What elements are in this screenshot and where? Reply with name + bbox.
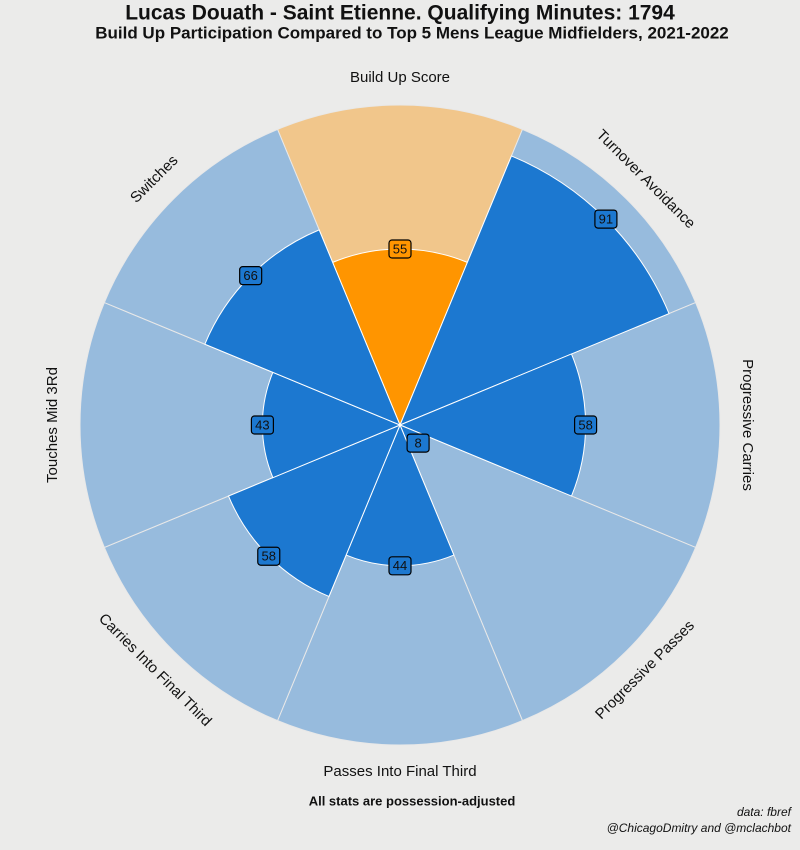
value-label: 58 <box>257 546 281 566</box>
value-box <box>239 266 263 286</box>
value-text: 91 <box>599 212 613 227</box>
category-label: Passes Into Final Third <box>323 763 476 780</box>
value-label: 43 <box>250 415 274 435</box>
category-label: Touches Mid 3Rd <box>44 367 61 483</box>
annotation: data: fbref <box>737 805 793 819</box>
category-label: Progressive Carries <box>739 359 756 491</box>
value-label: 8 <box>406 433 430 453</box>
value-box <box>594 209 618 229</box>
background-slice <box>79 301 402 549</box>
value-text: 43 <box>255 417 269 432</box>
background-slice <box>276 423 524 746</box>
value-box <box>573 415 598 435</box>
value-box <box>257 546 281 566</box>
category-label: Build Up Score <box>350 69 450 86</box>
value-text: 44 <box>393 558 407 573</box>
annotation: All stats are possession-adjusted <box>309 793 516 808</box>
value-label: 91 <box>594 209 618 229</box>
value-box <box>388 239 412 259</box>
value-label: 55 <box>388 239 412 259</box>
value-text: 58 <box>578 417 592 432</box>
value-label: 58 <box>573 415 598 435</box>
value-label: 44 <box>388 556 412 576</box>
chart-title: Lucas Douath - Saint Etienne. Qualifying… <box>125 2 675 25</box>
value-box <box>250 415 274 435</box>
annotation: @ChicagoDmitry and @mclachbot <box>607 821 792 835</box>
chart-subtitle: Build Up Participation Compared to Top 5… <box>95 23 729 42</box>
value-label: 66 <box>239 266 263 286</box>
value-text: 8 <box>414 436 421 451</box>
value-text: 58 <box>262 549 276 564</box>
value-box <box>406 433 430 453</box>
background-slice <box>399 424 697 722</box>
value-box <box>388 556 412 576</box>
value-text: 55 <box>393 241 407 256</box>
value-text: 66 <box>243 268 257 283</box>
